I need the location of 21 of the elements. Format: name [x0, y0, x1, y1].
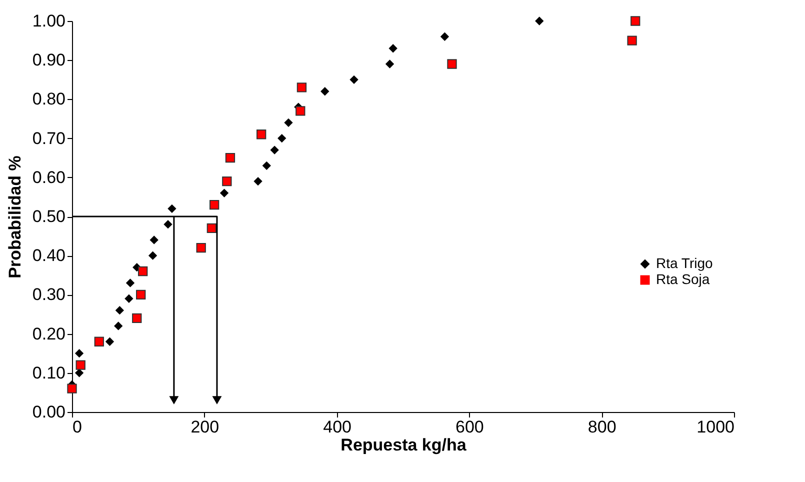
y-tick-label: 0.10 [32, 363, 66, 382]
y-tick-label: 0.40 [32, 246, 66, 266]
x-tick-label: 800 [588, 418, 616, 436]
x-tick-label: 1000 [696, 418, 734, 436]
x-tick-label: 200 [190, 418, 220, 436]
y-tick-label: 0.00 [32, 402, 66, 422]
y-tick-label: 0.20 [32, 324, 66, 344]
x-tick-label: 600 [456, 418, 484, 436]
y-tick-label: 0.50 [32, 207, 66, 226]
y-tick-label: 0.30 [32, 285, 66, 304]
x-axis-title: Repuesta kg/ha [340, 436, 467, 454]
y-tick-label: 0.90 [32, 50, 66, 70]
y-tick-label: 0.80 [32, 90, 66, 109]
x-tick-label: 0 [72, 418, 82, 436]
y-tick-label: 1.00 [32, 12, 66, 30]
y-tick-label: 0.60 [32, 168, 66, 187]
legend-label: Rta Soja [656, 271, 710, 287]
y-tick-label: 0.70 [32, 128, 66, 148]
x-tick-label: 400 [323, 418, 352, 436]
y-axis-title: Probabilidad % [5, 156, 24, 278]
legend-label: Rta Trigo [656, 255, 714, 271]
